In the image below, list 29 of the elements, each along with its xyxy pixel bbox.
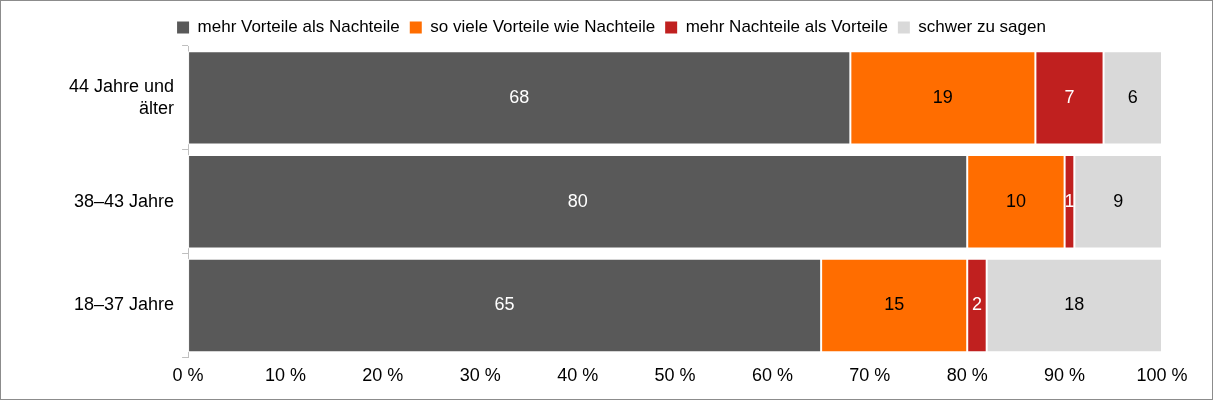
data-label: 15 [884,294,905,315]
data-label: 80 [567,190,588,211]
data-label: 6 [1127,86,1138,107]
legend-label: mehr Vorteile als Nachteile [197,17,400,37]
legend-label: so viele Vorteile wie Nachteile [430,17,656,37]
legend-label: mehr Nachteile als Vorteile [685,17,888,37]
y-tick-label: 44 Jahre und älter [68,76,175,118]
data-label: 68 [509,86,530,107]
data-label: 10 [1005,190,1026,211]
x-tick-label: 70 % [849,365,891,386]
x-tick-label: 0 % [172,365,204,386]
y-tick-label: 38–43 Jahre [73,190,175,211]
data-label: 65 [494,294,515,315]
x-tick-label: 20 % [362,365,404,386]
legend-label: schwer zu sagen [918,17,1046,37]
x-tick-label: 80 % [946,365,988,386]
data-label: 7 [1064,86,1075,107]
x-tick-label: 90 % [1044,365,1086,386]
data-label: 19 [932,86,953,107]
x-tick-label: 30 % [459,365,501,386]
data-label: 9 [1113,190,1124,211]
x-tick-label: 10 % [264,365,306,386]
y-tick-label: 18–37 Jahre [73,294,175,315]
x-tick-label: 40 % [557,365,599,386]
x-tick-label: 50 % [654,365,696,386]
data-label: 18 [1064,294,1085,315]
x-tick-label: 100 % [1136,365,1188,386]
x-tick-label: 60 % [751,365,793,386]
data-label: 2 [971,294,982,315]
